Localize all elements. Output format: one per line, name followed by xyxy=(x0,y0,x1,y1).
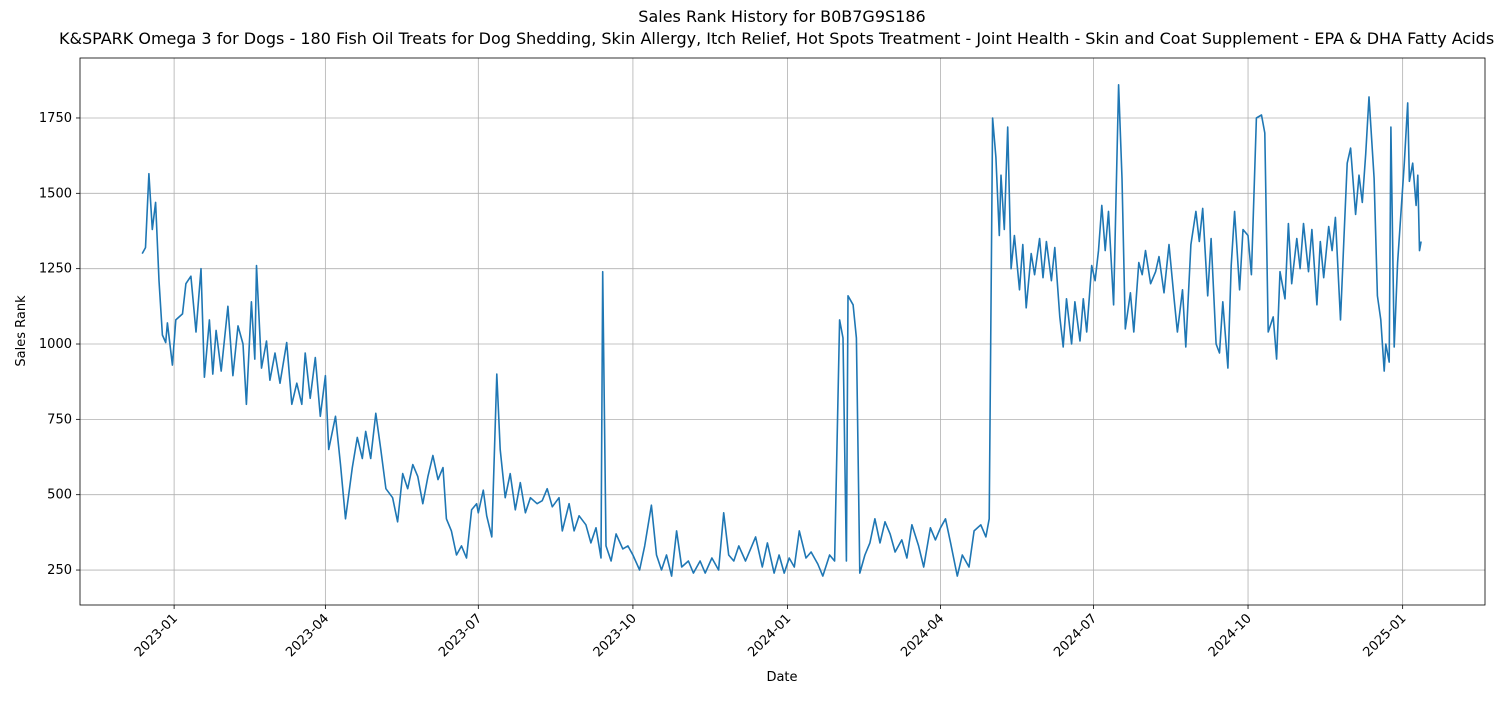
x-tick-label: 2024-10 xyxy=(1206,611,1255,660)
y-tick-label: 1500 xyxy=(39,186,72,201)
y-tick-label: 1750 xyxy=(39,111,72,126)
x-tick-label: 2024-07 xyxy=(1051,611,1100,660)
x-tick-label: 2023-10 xyxy=(591,611,640,660)
sales-rank-line xyxy=(141,84,1422,577)
chart-subtitle: K&SPARK Omega 3 for Dogs - 180 Fish Oil … xyxy=(59,29,1500,48)
y-tick-label: 750 xyxy=(47,412,72,427)
x-axis-label: Date xyxy=(766,670,797,685)
plot-frame xyxy=(79,57,1486,606)
chart-title: Sales Rank History for B0B7G9S186 xyxy=(638,7,925,26)
y-tick-label: 500 xyxy=(47,488,72,503)
x-tick-label: 2025-01 xyxy=(1360,611,1409,660)
y-tick-label: 250 xyxy=(47,563,72,578)
y-axis-label: Sales Rank xyxy=(14,295,29,367)
y-tick-label: 1250 xyxy=(39,262,72,277)
x-tick-label: 2023-07 xyxy=(436,611,485,660)
x-tick-label: 2023-01 xyxy=(132,611,181,660)
x-tick-label: 2023-04 xyxy=(283,611,332,660)
y-tick-label: 1000 xyxy=(39,337,72,352)
x-tick-label: 2024-04 xyxy=(898,611,947,660)
x-tick-label: 2024-01 xyxy=(745,611,794,660)
